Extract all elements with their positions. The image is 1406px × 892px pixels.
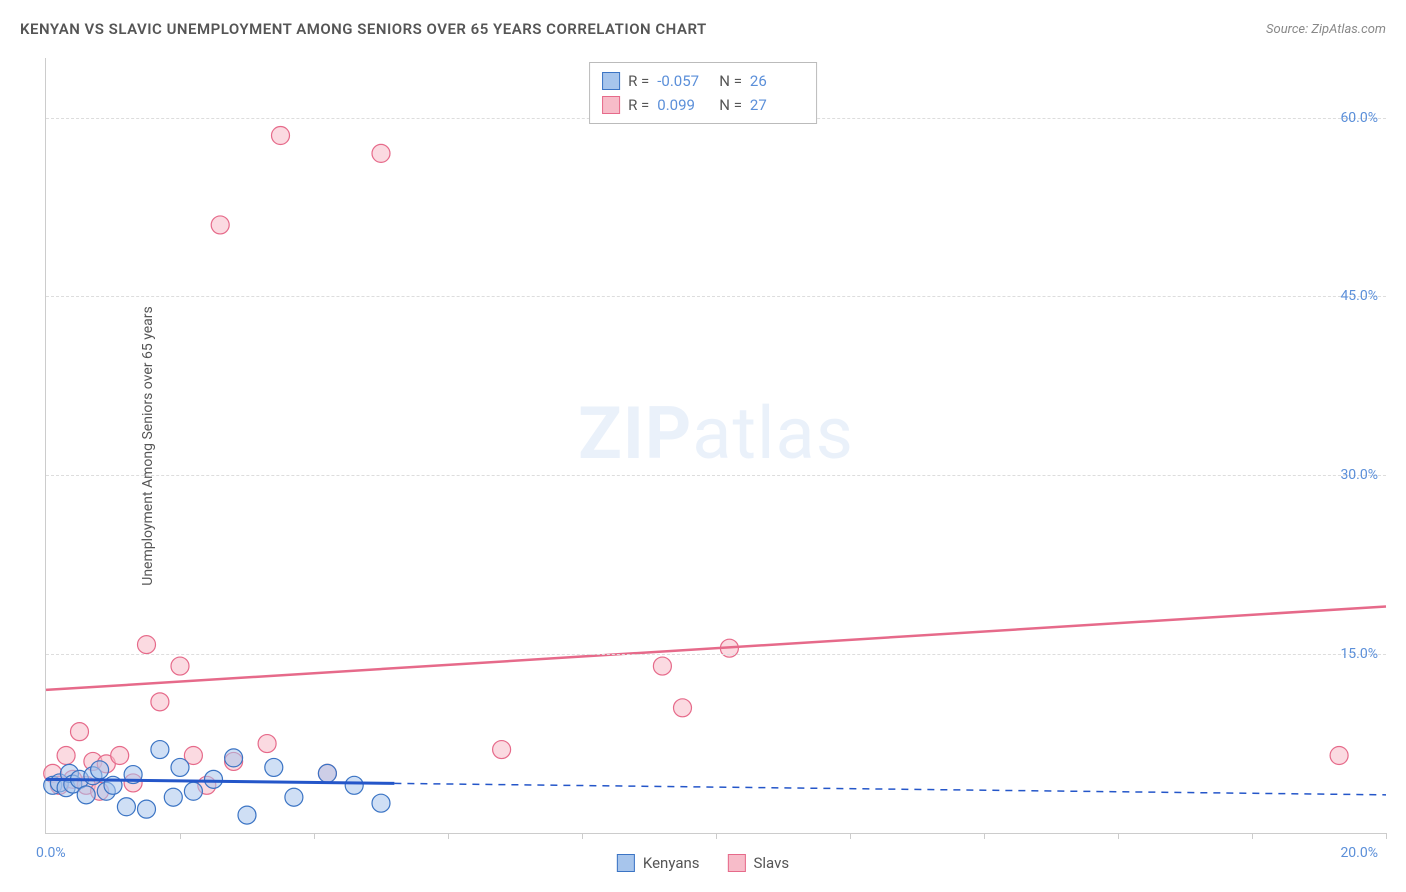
kenyans-point [318,764,336,782]
x-axis-tick-max: 20.0% [1340,845,1378,861]
x-tick-mark [180,833,181,839]
slavs-point [258,735,276,753]
n-value-slavs: 27 [750,93,804,117]
legend-label-slavs: Slavs [754,854,790,872]
stats-row-slavs: R = 0.099 N = 27 [602,93,804,117]
gridline [46,475,1386,476]
x-tick-mark [1386,833,1387,839]
source-attribution: Source: ZipAtlas.com [1266,22,1386,37]
slavs-point [151,693,169,711]
r-label: R = [628,69,649,93]
y-axis-tick: 15.0% [1340,646,1378,662]
slavs-point [372,144,390,162]
x-tick-mark [850,833,851,839]
stats-row-kenyans: R = -0.057 N = 26 [602,69,804,93]
legend-item-kenyans: Kenyans [617,854,700,872]
x-tick-mark [716,833,717,839]
chart-title: KENYAN VS SLAVIC UNEMPLOYMENT AMONG SENI… [20,20,707,38]
x-tick-mark [1252,833,1253,839]
x-tick-mark [314,833,315,839]
kenyans-point [345,776,363,794]
slavs-point [674,699,692,717]
kenyans-point [225,749,243,767]
slavs-point [211,216,229,234]
kenyans-point [171,758,189,776]
y-axis-tick: 30.0% [1340,467,1378,483]
x-tick-mark [582,833,583,839]
kenyans-point [138,800,156,818]
slavs-point [493,741,511,759]
y-axis-tick: 45.0% [1340,288,1378,304]
n-value-kenyans: 26 [750,69,804,93]
x-tick-mark [984,833,985,839]
scatter-svg [46,58,1386,833]
kenyans-point [205,770,223,788]
kenyans-point [117,798,135,816]
kenyans-point [77,786,95,804]
swatch-slavs [728,854,746,872]
stats-legend-box: R = -0.057 N = 26 R = 0.099 N = 27 [589,62,817,124]
kenyans-point [238,806,256,824]
swatch-kenyans [617,854,635,872]
swatch-slavs [602,96,620,114]
kenyans-point [151,741,169,759]
n-label: N = [719,69,742,93]
x-axis-tick-min: 0.0% [36,845,66,861]
slavs-point [653,657,671,675]
kenyans-point [265,758,283,776]
kenyans-point [164,788,182,806]
kenyans-point [91,761,109,779]
n-label: N = [719,93,742,117]
kenyans-point [372,794,390,812]
slavs-point [272,127,290,145]
r-value-slavs: 0.099 [657,93,711,117]
slavs-point [57,747,75,765]
slavs-point [171,657,189,675]
chart-plot-area: ZIPatlas 0.0% 20.0% 60.0%45.0%30.0%15.0% [45,58,1386,834]
trend-line [46,606,1386,689]
slavs-point [1330,747,1348,765]
legend-item-slavs: Slavs [728,854,790,872]
y-axis-tick: 60.0% [1340,110,1378,126]
bottom-legend: Kenyans Slavs [617,854,789,872]
r-label: R = [628,93,649,117]
kenyans-point [285,788,303,806]
gridline [46,654,1386,655]
kenyans-point [184,782,202,800]
trend-line [394,783,1386,794]
slavs-point [71,723,89,741]
slavs-point [111,747,129,765]
r-value-kenyans: -0.057 [657,69,711,93]
swatch-kenyans [602,72,620,90]
x-tick-mark [1118,833,1119,839]
gridline [46,296,1386,297]
slavs-point [138,636,156,654]
x-tick-mark [448,833,449,839]
legend-label-kenyans: Kenyans [643,854,700,872]
